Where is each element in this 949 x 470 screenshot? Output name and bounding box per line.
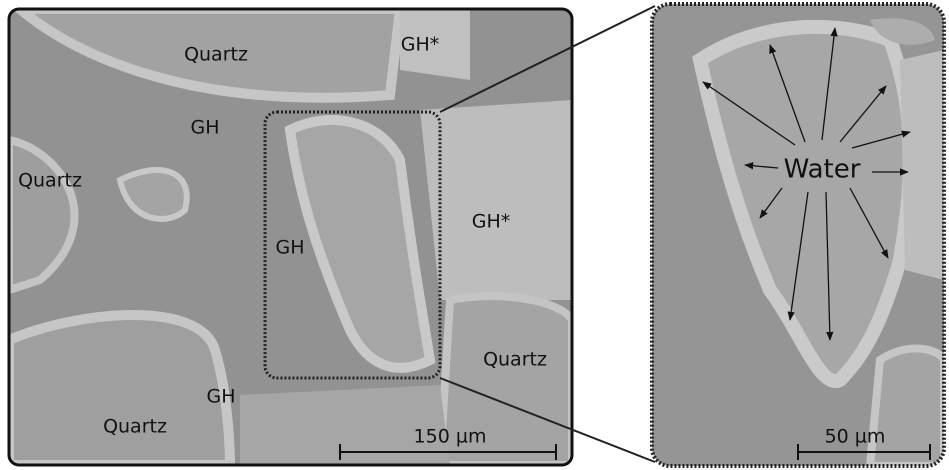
- label: GH*: [472, 211, 511, 233]
- figure: Quartz GH* GH Quartz GH* GH Quartz GH Qu…: [0, 0, 949, 470]
- water-label: Water: [784, 155, 861, 185]
- label: Quartz: [103, 416, 167, 438]
- label: Quartz: [18, 170, 82, 192]
- label: Quartz: [184, 44, 248, 66]
- micrograph-right: [652, 4, 944, 466]
- label: GH: [190, 117, 219, 139]
- label: Quartz: [483, 349, 547, 371]
- scale-label: 150 µm: [414, 426, 487, 448]
- label: GH: [275, 237, 304, 259]
- scale-label: 50 µm: [825, 426, 886, 448]
- label: GH*: [401, 34, 440, 56]
- label: GH: [206, 386, 235, 408]
